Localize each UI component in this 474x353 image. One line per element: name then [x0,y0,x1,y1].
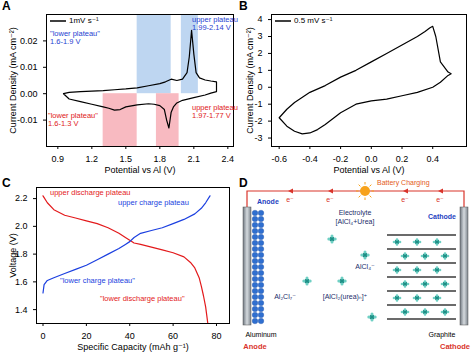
svg-text:40: 40 [125,331,135,341]
svg-text:4: 4 [257,14,262,24]
svg-text:2: 2 [257,48,262,58]
svg-text:Al₂Cl₇⁻: Al₂Cl₇⁻ [274,293,296,300]
svg-text:1.8: 1.8 [154,154,167,164]
svg-text:2.2: 2.2 [15,193,28,203]
svg-text:Anode: Anode [257,198,279,205]
svg-text:Graphite: Graphite [429,331,456,339]
html-text:1.99-2.14 V: 1.99-2.14 V [192,23,231,33]
svg-text:2.1: 2.1 [188,154,201,164]
html-text:upper discharge plateau: upper discharge plateau [50,188,131,197]
svg-text:1.5: 1.5 [120,154,133,164]
svg-text:e⁻: e⁻ [436,196,444,203]
svg-text:1.8: 1.8 [15,249,28,259]
svg-text:AlCl₄⁻: AlCl₄⁻ [355,263,375,270]
html-text:B: B [239,0,248,13]
svg-text:-0.01: -0.01 [17,115,38,125]
svg-text:0.00: 0.00 [20,89,38,99]
svg-text:0: 0 [40,331,45,341]
html-text:D: D [239,176,248,190]
svg-text:0.0: 0.0 [365,154,378,164]
svg-text:Potential vs Al (V): Potential vs Al (V) [333,165,404,175]
svg-text:e⁻: e⁻ [401,196,409,203]
html-text:"lower plateau": "lower plateau" [48,111,98,120]
svg-text:0: 0 [257,82,262,92]
svg-text:Potential vs Al (V): Potential vs Al (V) [104,165,175,175]
svg-text:Anode: Anode [243,342,266,351]
svg-text:1.2: 1.2 [86,154,99,164]
html-text:upper plateau: upper plateau [192,103,238,112]
svg-text:Voltage (V): Voltage (V) [8,233,18,278]
svg-text:Specific Capacity (mAh g⁻¹): Specific Capacity (mAh g⁻¹) [77,342,188,352]
svg-text:2.0: 2.0 [15,221,28,231]
html-text:"lower plateau": "lower plateau" [50,29,100,38]
svg-text:Battery Charging: Battery Charging [377,179,430,187]
svg-text:3: 3 [257,31,262,41]
svg-text:Cathode: Cathode [428,213,456,220]
html-text:1.6-1.9 V: 1.6-1.9 V [50,37,81,47]
svg-text:Aluminum: Aluminum [245,331,276,338]
svg-text:2.4: 2.4 [222,154,235,164]
html-text:upper charge plateau: upper charge plateau [118,198,189,207]
html-text:upper plateau: upper plateau [192,15,238,24]
svg-text:-1: -1 [254,99,262,109]
svg-text:0.4: 0.4 [426,154,439,164]
svg-text:-2: -2 [254,116,262,126]
svg-text:0.01: 0.01 [20,62,38,72]
svg-text:Current Density (mA cm⁻²): Current Density (mA cm⁻²) [8,27,18,133]
svg-text:Current Density (mA cm⁻²): Current Density (mA cm⁻²) [245,27,255,133]
svg-text:0.02: 0.02 [20,36,38,46]
html-text:"lower charge plateau": "lower charge plateau" [60,276,135,285]
svg-text:1.4: 1.4 [15,305,28,315]
svg-text:60: 60 [168,331,178,341]
svg-text:0.2: 0.2 [396,154,409,164]
html-text:C: C [2,176,11,190]
svg-text:-0.2: -0.2 [333,154,349,164]
html-text:0.5 mV s⁻¹: 0.5 mV s⁻¹ [294,16,333,25]
svg-text:1.6: 1.6 [15,276,28,287]
svg-text:-0.4: -0.4 [302,154,318,164]
svg-text:20: 20 [81,331,91,341]
svg-text:Cathode: Cathode [440,342,470,351]
html-text:1.6-1.3 V: 1.6-1.3 V [48,119,79,129]
svg-text:Electrolyte: Electrolyte [339,209,372,217]
svg-text:1: 1 [257,65,262,75]
svg-text:0.9: 0.9 [52,154,65,164]
svg-text:[AlCl₂(urea)ₙ]⁺: [AlCl₂(urea)ₙ]⁺ [323,293,368,301]
svg-text:80: 80 [211,331,221,341]
svg-text:e⁻: e⁻ [326,196,334,203]
svg-text:[AlCl₄+Urea]: [AlCl₄+Urea] [336,218,375,226]
svg-text:-0.6: -0.6 [271,154,287,164]
svg-text:-3: -3 [254,133,262,143]
html-text:A: A [2,0,11,13]
html-text:1.97-1.77 V: 1.97-1.77 V [192,111,231,121]
svg-text:e⁻: e⁻ [286,196,294,203]
html-text:"lower discharge plateau": "lower discharge plateau" [100,294,185,303]
html-text:1mV s⁻¹: 1mV s⁻¹ [69,16,99,25]
